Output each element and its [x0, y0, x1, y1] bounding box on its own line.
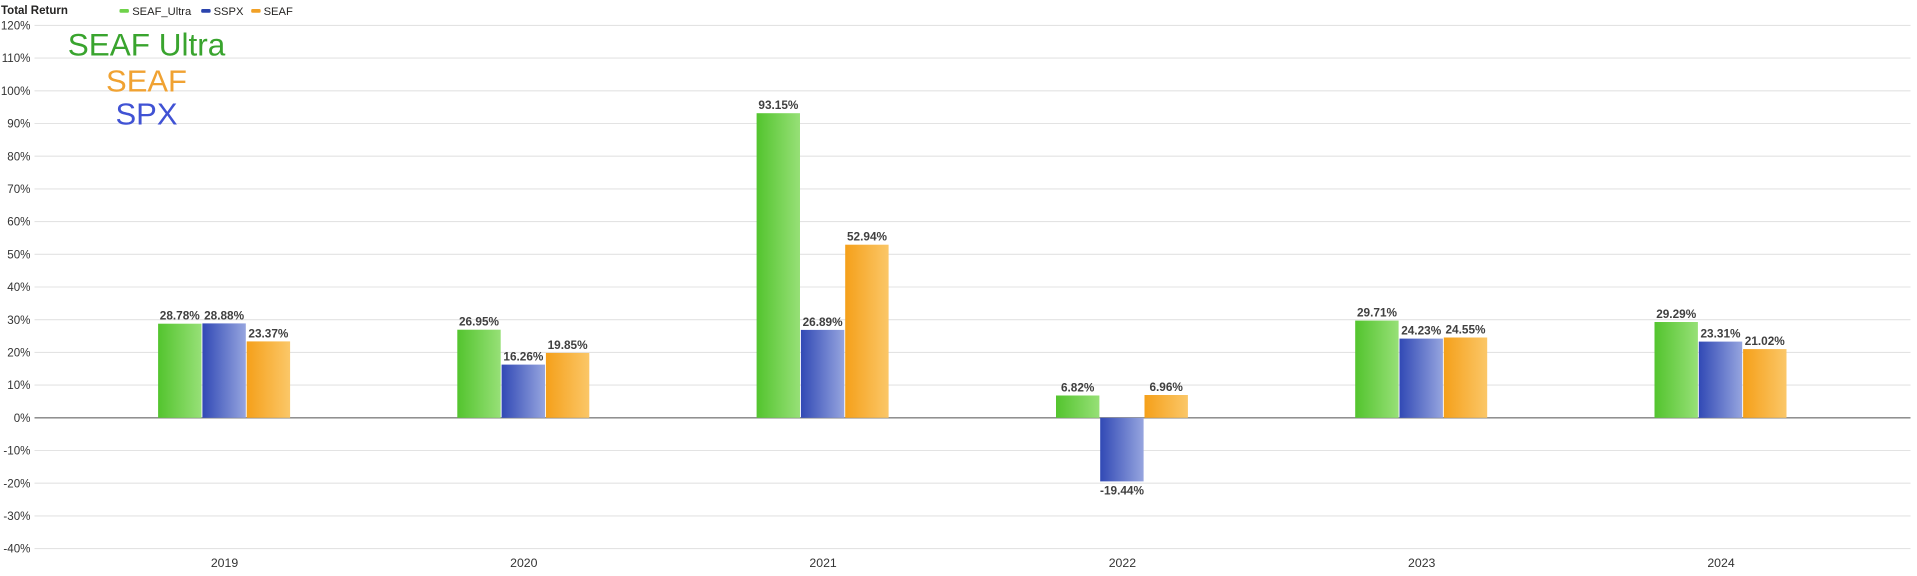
svg-text:SEAF: SEAF	[264, 6, 293, 18]
svg-text:23.31%: 23.31%	[1700, 327, 1741, 341]
svg-text:93.15%: 93.15%	[758, 98, 799, 112]
svg-text:6.96%: 6.96%	[1149, 380, 1183, 394]
svg-text:29.29%: 29.29%	[1656, 307, 1697, 321]
svg-text:110%: 110%	[2, 52, 31, 65]
svg-text:100%: 100%	[1, 85, 31, 98]
svg-text:26.89%: 26.89%	[803, 315, 844, 329]
svg-text:120%: 120%	[1, 20, 31, 33]
svg-text:60%: 60%	[7, 216, 30, 229]
svg-text:23.37%: 23.37%	[248, 326, 289, 340]
svg-text:0%: 0%	[14, 412, 31, 425]
svg-text:Total Return: Total Return	[1, 5, 68, 17]
svg-text:SPX: SPX	[115, 97, 177, 132]
svg-text:-19.44%: -19.44%	[1100, 484, 1144, 498]
svg-text:SEAF: SEAF	[106, 64, 187, 99]
svg-text:2023: 2023	[1408, 556, 1436, 570]
svg-text:2020: 2020	[510, 556, 538, 570]
svg-text:10%: 10%	[7, 379, 30, 392]
svg-text:70%: 70%	[7, 183, 30, 196]
svg-text:50%: 50%	[7, 248, 30, 261]
svg-text:29.71%: 29.71%	[1357, 306, 1398, 320]
svg-text:24.23%: 24.23%	[1401, 324, 1442, 338]
svg-text:52.94%: 52.94%	[847, 230, 888, 244]
svg-text:24.55%: 24.55%	[1445, 322, 1486, 336]
svg-text:21.02%: 21.02%	[1745, 334, 1786, 348]
svg-text:SEAF_Ultra: SEAF_Ultra	[132, 6, 192, 18]
svg-text:2024: 2024	[1707, 556, 1735, 570]
svg-text:-20%: -20%	[3, 477, 30, 490]
svg-text:28.88%: 28.88%	[204, 308, 245, 322]
svg-text:19.85%: 19.85%	[548, 338, 589, 352]
svg-text:-30%: -30%	[3, 510, 30, 523]
svg-text:80%: 80%	[7, 150, 30, 163]
svg-text:20%: 20%	[7, 347, 30, 360]
svg-text:-10%: -10%	[3, 445, 30, 458]
svg-text:SSPX: SSPX	[214, 6, 244, 18]
svg-text:2021: 2021	[809, 556, 837, 570]
svg-text:90%: 90%	[7, 118, 30, 131]
svg-text:16.26%: 16.26%	[503, 350, 544, 364]
svg-text:30%: 30%	[7, 314, 30, 327]
svg-text:SEAF Ultra: SEAF Ultra	[68, 27, 226, 63]
svg-text:-40%: -40%	[3, 543, 30, 556]
svg-text:2022: 2022	[1109, 556, 1137, 570]
svg-text:2019: 2019	[211, 556, 239, 570]
svg-text:6.82%: 6.82%	[1061, 380, 1095, 394]
svg-text:40%: 40%	[7, 281, 30, 294]
svg-text:26.95%: 26.95%	[459, 315, 500, 329]
svg-text:28.78%: 28.78%	[160, 309, 201, 323]
